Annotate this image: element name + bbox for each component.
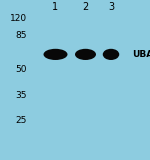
Text: 25: 25 <box>16 116 27 125</box>
Text: 35: 35 <box>15 91 27 100</box>
Text: 1: 1 <box>52 2 59 12</box>
Text: 120: 120 <box>10 14 27 23</box>
Text: 3: 3 <box>108 2 114 12</box>
Text: 2: 2 <box>82 2 89 12</box>
Text: 85: 85 <box>15 32 27 40</box>
Ellipse shape <box>75 49 96 60</box>
Text: 50: 50 <box>15 65 27 74</box>
Ellipse shape <box>103 49 119 60</box>
Text: UBASH3A: UBASH3A <box>132 50 150 59</box>
Ellipse shape <box>44 49 68 60</box>
